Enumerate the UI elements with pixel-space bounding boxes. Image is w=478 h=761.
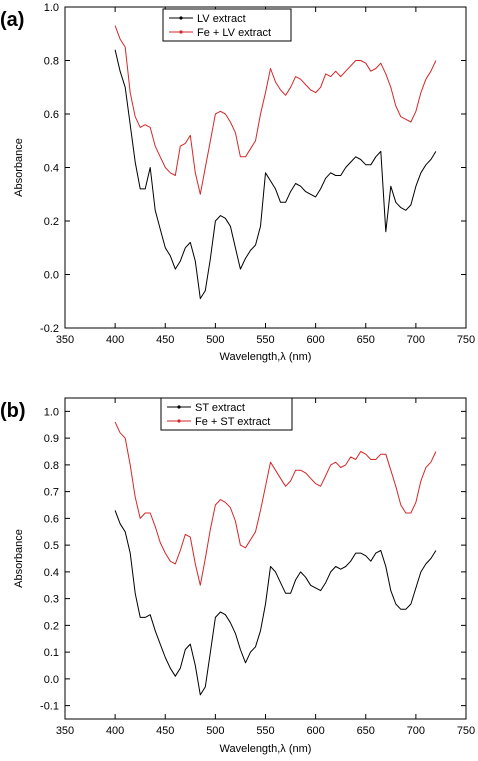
chart-2-xtick-label: 350: [56, 725, 74, 737]
chart-2-xtick-label: 550: [256, 725, 274, 737]
chart-2-plot-frame: [64, 397, 467, 720]
chart-1-ytick-label: 0.4: [44, 163, 59, 175]
chart-2-ytick-label: 0.7: [44, 487, 59, 499]
chart-2-panel-label: (b): [0, 400, 26, 422]
chart-2-xtick-label: 700: [407, 725, 425, 737]
chart-1-xtick-label: 350: [56, 334, 74, 346]
chart-2-legend-label-2: Fe + ST extract: [195, 416, 270, 428]
chart-2-xtick-label: 750: [457, 725, 475, 737]
chart-2-ytick-label: 0.8: [44, 460, 59, 472]
chart-2-ytick-label: 0.9: [44, 433, 59, 445]
chart-1-xtick-label: 700: [407, 334, 425, 346]
chart-1-xtick-label: 650: [357, 334, 375, 346]
chart-2-ytick-label: 0.1: [44, 647, 59, 659]
chart-1-xtick-label: 550: [256, 334, 274, 346]
chart-1-xtick-label: 750: [457, 334, 475, 346]
chart-2-xtick-label: 600: [306, 725, 324, 737]
chart-1-legend-box: [162, 8, 292, 42]
chart-1-legend-marker-2: [179, 30, 183, 34]
chart-1-ytick-label: -0.2: [40, 323, 59, 335]
chart-2-ytick-label: 0.0: [44, 674, 59, 686]
chart-1-ylabel: Absorbance: [13, 138, 25, 197]
chart-2-xtick-label: 450: [156, 725, 174, 737]
chart-2-xtick-label: 400: [106, 725, 124, 737]
chart-2-xtick-label: 650: [357, 725, 375, 737]
chart-1-panel-label: (a): [0, 9, 24, 31]
chart-2-xtick-label: 500: [206, 725, 224, 737]
chart-2-ytick-label: 0.3: [44, 594, 59, 606]
chart-2-legend-marker-2: [177, 419, 181, 423]
chart-1-xtick-label: 500: [206, 334, 224, 346]
chart-2-ytick-label: -0.1: [40, 701, 59, 713]
chart-1-ytick-label: 0.8: [44, 56, 59, 68]
chart-1-series-1-line: [114, 49, 437, 300]
chart-2-series-1-line: [114, 510, 437, 696]
chart-2-legend-marker-1: [177, 405, 181, 409]
chart-1-ytick-label: 1.0: [44, 2, 59, 14]
chart-1-ytick-label: 0.0: [44, 270, 59, 282]
chart-2-ytick-label: 0.4: [44, 567, 59, 579]
chart-2-series-2-line: [114, 421, 437, 586]
chart-2-ytick-label: 0.5: [44, 540, 59, 552]
chart-1-legend-label-1: LV extract: [197, 13, 246, 25]
chart-2-ylabel: Absorbance: [13, 529, 25, 588]
chart-1-ytick-label: 0.6: [44, 109, 59, 121]
chart-2-legend-label-1: ST extract: [195, 402, 245, 414]
chart-1-legend-marker-1: [179, 16, 183, 20]
chart-2-ytick-label: 0.2: [44, 620, 59, 632]
chart-1-ytick-label: 0.2: [44, 216, 59, 228]
chart-1-series-2-line: [114, 25, 437, 195]
chart-2-ytick-label: 0.6: [44, 513, 59, 525]
chart-2-xlabel: Wavelength,λ (nm): [220, 743, 312, 755]
chart-1-xtick-label: 450: [156, 334, 174, 346]
chart-1-legend-label-2: Fe + LV extract: [197, 27, 271, 39]
chart-1-plot-frame: [64, 6, 467, 329]
chart-1-xtick-label: 400: [106, 334, 124, 346]
chart-2-legend-box: [160, 397, 293, 431]
chart-2-ytick-label: 1.0: [44, 406, 59, 418]
chart-1-xlabel: Wavelength,λ (nm): [220, 351, 312, 363]
chart-1-xtick-label: 600: [306, 334, 324, 346]
